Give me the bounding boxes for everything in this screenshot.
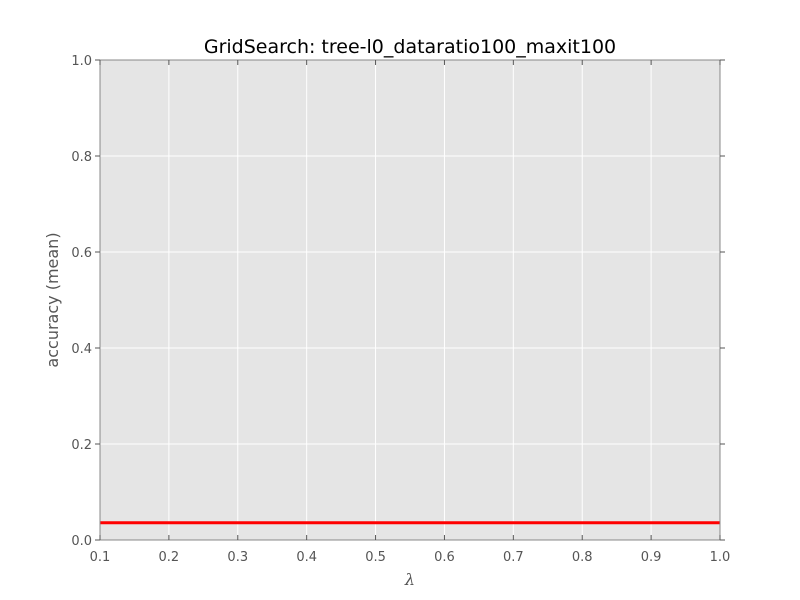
x-tick-label: 0.6: [434, 550, 455, 565]
tick-labels: 0.1 0.2 0.3 0.4 0.5 0.6 0.7 0.8 0.9 1.0 0.0 0.2 0.4 0…: [71, 54, 730, 565]
axis-ticks: [95, 59, 725, 541]
y-tick-label: 0.4: [71, 342, 92, 357]
x-axis-label: λ: [404, 570, 415, 589]
x-tick-label: 0.5: [365, 550, 386, 565]
x-tick-label: 0.4: [296, 550, 317, 565]
x-tick-label: 0.9: [641, 550, 662, 565]
grid-lines: [100, 60, 720, 540]
y-tick-label: 0.6: [71, 246, 92, 261]
x-tick-label: 0.7: [503, 550, 524, 565]
y-tick-label: 0.2: [71, 438, 92, 453]
y-tick-label: 0.8: [71, 150, 92, 165]
x-tick-label: 0.8: [572, 550, 593, 565]
x-tick-label: 0.1: [90, 550, 111, 565]
x-tick-label: 0.2: [159, 550, 180, 565]
y-axis-label: accuracy (mean): [43, 232, 62, 367]
y-tick-label: 0.0: [71, 534, 92, 549]
plot-area: [100, 60, 720, 540]
plot-frame: [99, 59, 721, 541]
x-tick-label: 0.3: [227, 550, 248, 565]
chart-title: GridSearch: tree-l0_dataratio100_maxit10…: [204, 36, 616, 58]
y-tick-label: 1.0: [71, 54, 92, 69]
x-tick-label: 1.0: [710, 550, 731, 565]
